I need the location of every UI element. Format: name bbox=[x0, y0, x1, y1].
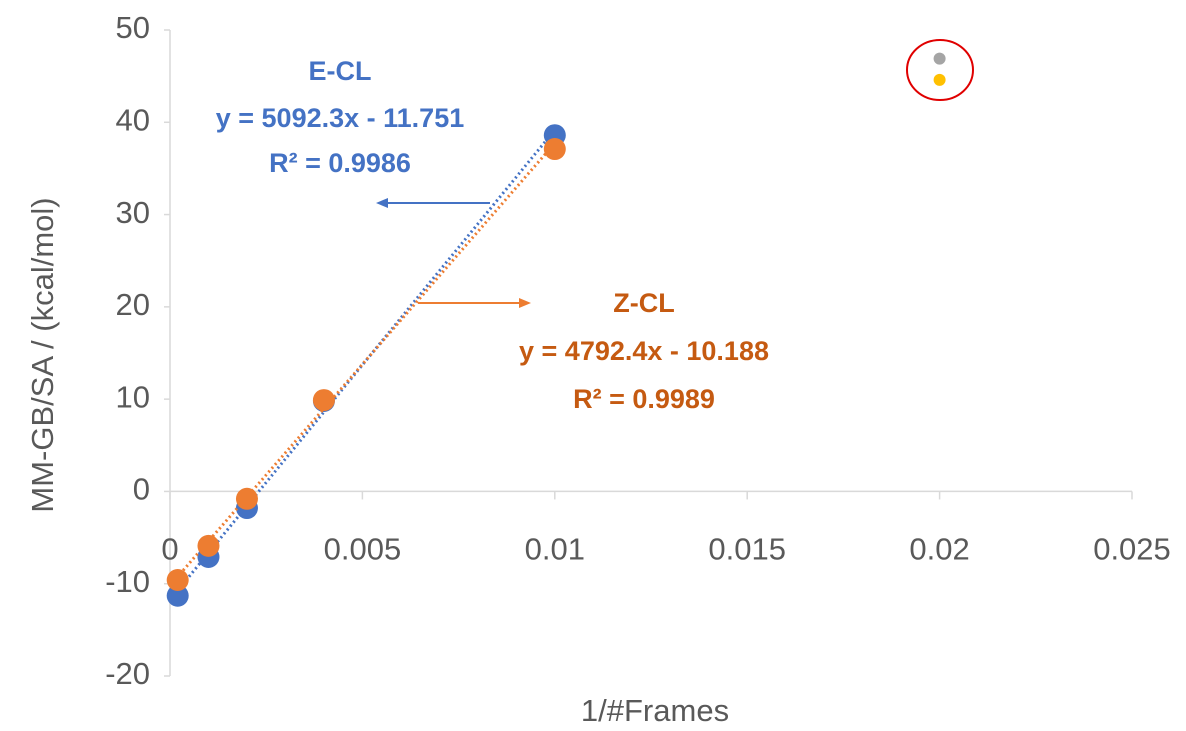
y-axis-title: MM-GB/SA / (kcal/mol) bbox=[25, 197, 60, 512]
y-tick-label: 20 bbox=[116, 287, 150, 322]
series-label: Z-CL bbox=[613, 288, 674, 318]
x-tick-label: 0.025 bbox=[1093, 532, 1171, 567]
y-tick-label: -10 bbox=[105, 564, 150, 599]
arrow-head bbox=[519, 298, 531, 308]
point bbox=[166, 584, 189, 607]
trendline bbox=[168, 128, 556, 601]
point bbox=[235, 487, 258, 510]
point bbox=[312, 389, 335, 412]
trendline-r2: R² = 0.9989 bbox=[573, 384, 715, 414]
y-tick-label: 0 bbox=[133, 472, 150, 507]
x-tick-label: 0.01 bbox=[525, 532, 585, 567]
trendline-equation: y = 4792.4x - 10.188 bbox=[519, 336, 769, 366]
point bbox=[933, 52, 946, 65]
y-tick-label: 40 bbox=[116, 102, 150, 137]
point bbox=[197, 534, 220, 557]
x-tick-label: 0 bbox=[161, 532, 178, 567]
y-tick-label: 50 bbox=[116, 10, 150, 45]
y-tick-label: -20 bbox=[105, 656, 150, 691]
y-tick-label: 10 bbox=[116, 379, 150, 414]
y-tick-label: 30 bbox=[116, 195, 150, 230]
x-tick-label: 0.005 bbox=[324, 532, 402, 567]
trendline bbox=[168, 142, 556, 587]
highlight-circle bbox=[906, 39, 974, 101]
x-tick-label: 0.02 bbox=[909, 532, 969, 567]
series-label: E-CL bbox=[309, 56, 372, 86]
point bbox=[933, 73, 946, 86]
point bbox=[166, 569, 189, 592]
point bbox=[543, 138, 566, 161]
trendline-r2: R² = 0.9986 bbox=[269, 148, 411, 178]
x-axis-title: 1/#Frames bbox=[581, 693, 729, 728]
trendline-equation: y = 5092.3x - 11.751 bbox=[216, 103, 464, 133]
arrow-head bbox=[376, 198, 388, 208]
x-tick-label: 0.015 bbox=[708, 532, 786, 567]
